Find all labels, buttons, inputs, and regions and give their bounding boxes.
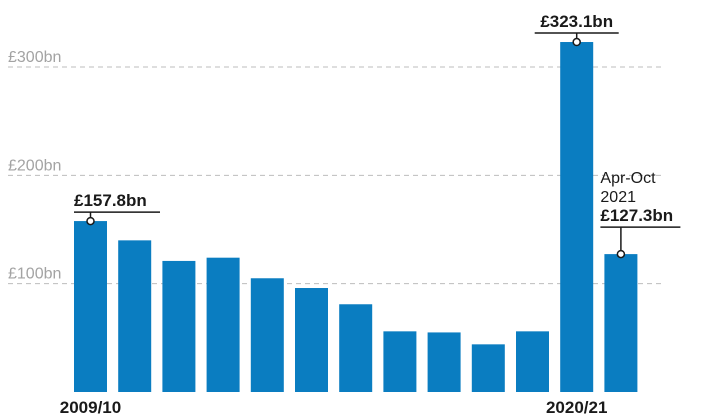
annotation-value-label-0: £157.8bn [74, 191, 147, 210]
gridlines: £100bn £200bn £300bn [8, 49, 664, 285]
annotations: £157.8bn £323.1bn Apr-Oct 2021£127.3bn [74, 12, 681, 259]
bar-2014-15 [295, 288, 328, 392]
y-tick-label-100: £100bn [8, 266, 61, 283]
annotation-marker-12 [616, 249, 626, 259]
y-tick-label-300: £300bn [8, 49, 61, 66]
annotation-marker-11 [572, 37, 581, 47]
bar-2018-19 [471, 344, 505, 392]
x-axis-labels: 2009/10 2020/21 [60, 398, 608, 417]
y-tick-label-200: £200bn [8, 157, 61, 174]
bars [74, 42, 638, 393]
bar-apr-oct-2021 [604, 254, 638, 392]
bar-2019-20 [516, 331, 549, 392]
annotation-note-12-1: 2021 [600, 189, 636, 206]
bar-2013-14 [250, 278, 284, 392]
x-tick-label-2020-21: 2020/21 [546, 398, 607, 417]
bar-2017-18 [427, 332, 461, 392]
annotation-value-label-12: £127.3bn [600, 206, 673, 225]
bar-2011-12 [162, 260, 196, 392]
annotation-value-label-11: £323.1bn [540, 12, 613, 31]
bar-2009-10 [74, 221, 107, 392]
annotation-marker-0 [86, 216, 95, 226]
bar-2010-11 [118, 240, 152, 392]
bar-2020-21 [560, 42, 594, 393]
bar-2015-16 [339, 304, 373, 392]
x-tick-label-2009-10: 2009/10 [60, 398, 121, 417]
bar-2016-17 [383, 331, 417, 392]
annotation-note-12-0: Apr-Oct [600, 170, 656, 187]
bar-2012-13 [206, 257, 240, 392]
